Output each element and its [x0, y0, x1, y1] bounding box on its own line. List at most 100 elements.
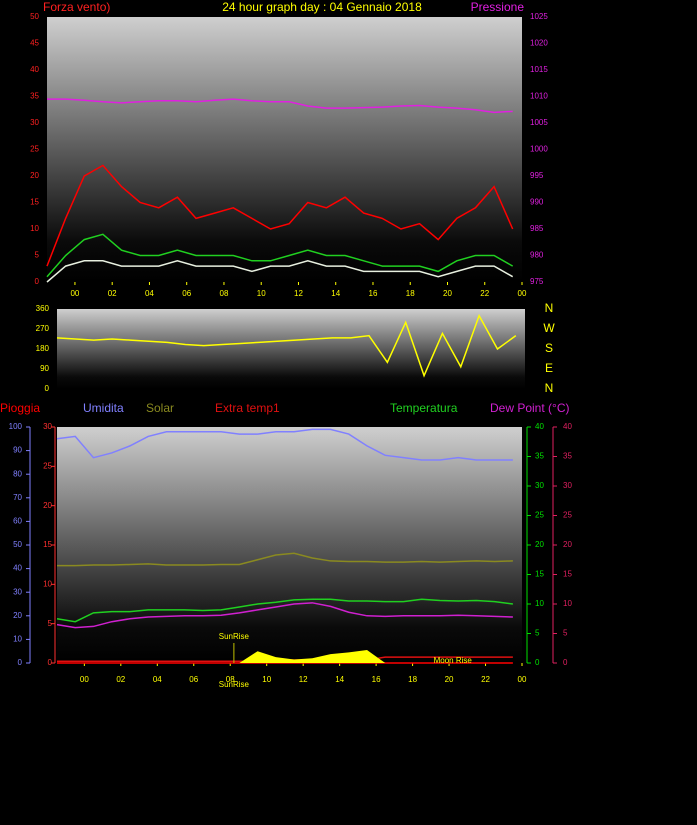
y-tick-label: 1000 [530, 145, 548, 154]
y-tick-label: 50 [13, 540, 22, 549]
series-line [56, 602, 513, 629]
y-tick-label: 5 [535, 629, 540, 638]
y-tick-label: 40 [535, 422, 544, 431]
series-line [57, 552, 513, 567]
y-tick-label: 360 [36, 304, 50, 313]
y-tick-label: 0 [535, 658, 540, 667]
y-tick-label: 20 [30, 171, 39, 180]
y-tick-label: 15 [535, 570, 544, 579]
y-tick-label: 90 [40, 364, 49, 373]
y-tick-label: 20 [13, 611, 22, 620]
y-tick-label: 15 [563, 570, 572, 579]
x-tick-label: 08 [220, 289, 229, 298]
plot-background [47, 17, 522, 282]
x-tick-label: 00 [70, 289, 79, 298]
y-tick-label: 1025 [530, 12, 548, 21]
area [57, 650, 513, 663]
legend-entry: Dew Point (°C) [490, 401, 569, 415]
y-tick-label: S [545, 341, 553, 355]
y-tick-label: 0 [45, 384, 50, 393]
y-tick-label: 0 [563, 658, 568, 667]
y-tick-label: 80 [13, 469, 22, 478]
plot-background [57, 427, 522, 663]
axis-title: Pressione [471, 0, 525, 14]
y-tick-label: 70 [13, 493, 22, 502]
y-tick-label: 25 [43, 461, 52, 470]
y-tick-label: 50 [30, 12, 39, 21]
x-tick-label: 18 [406, 289, 415, 298]
x-tick-label: 22 [480, 289, 489, 298]
y-tick-label: 5 [48, 619, 53, 628]
y-tick-label: 10 [535, 599, 544, 608]
y-tick-label: 990 [530, 198, 544, 207]
x-tick-label: 06 [182, 289, 191, 298]
x-tick-label: 00 [518, 675, 527, 684]
y-tick-label: 35 [30, 92, 39, 101]
y-tick-label: 975 [530, 277, 544, 286]
legend-entry: Umidita [83, 401, 124, 415]
y-tick-label: N [545, 301, 554, 315]
y-tick-label: 180 [36, 344, 50, 353]
x-tick-label: 22 [481, 675, 490, 684]
y-tick-label: 40 [563, 422, 572, 431]
series-line [47, 98, 513, 114]
y-tick-label: 25 [535, 511, 544, 520]
x-tick-label: 04 [153, 675, 162, 684]
y-tick-label: 0 [18, 658, 23, 667]
y-tick-label: 15 [43, 540, 52, 549]
y-tick-label: 30 [43, 422, 52, 431]
x-tick-label: 04 [145, 289, 154, 298]
y-tick-label: 35 [563, 452, 572, 461]
y-tick-label: 45 [30, 39, 39, 48]
y-tick-label: E [545, 361, 553, 375]
y-tick-label: 5 [563, 629, 568, 638]
y-tick-label: 10 [30, 224, 39, 233]
y-tick-label: 60 [13, 517, 22, 526]
series-line [46, 164, 514, 267]
x-tick-label: 12 [299, 675, 308, 684]
x-tick-label: 16 [369, 289, 378, 298]
y-tick-label: 10 [43, 579, 52, 588]
y-tick-label: 40 [30, 65, 39, 74]
chart-title: 24 hour graph day : 04 Gennaio 2018 [222, 0, 422, 14]
y-tick-label: 100 [9, 422, 23, 431]
y-tick-label: 35 [535, 452, 544, 461]
y-tick-label: 5 [35, 251, 40, 260]
x-tick-label: 16 [372, 675, 381, 684]
y-tick-label: 25 [563, 511, 572, 520]
y-tick-label: 30 [30, 118, 39, 127]
y-tick-label: 30 [563, 481, 572, 490]
annotation: SunRise [219, 680, 250, 689]
y-tick-label: 10 [13, 635, 22, 644]
legend-entry: Temperatura [390, 401, 458, 415]
annotation: SunRise [219, 632, 250, 641]
x-tick-label: 02 [116, 675, 125, 684]
x-tick-label: 12 [294, 289, 303, 298]
y-tick-label: 270 [36, 324, 50, 333]
y-tick-label: 0 [35, 277, 40, 286]
x-tick-label: 14 [335, 675, 344, 684]
x-tick-label: 20 [445, 675, 454, 684]
x-tick-label: 06 [189, 675, 198, 684]
series-line [56, 313, 517, 378]
legend-entry: Solar [146, 401, 174, 415]
x-tick-label: 08 [226, 675, 235, 684]
x-tick-label: 10 [257, 289, 266, 298]
y-tick-label: 995 [530, 171, 544, 180]
x-tick-label: 10 [262, 675, 271, 684]
y-tick-label: 90 [13, 446, 22, 455]
y-tick-label: 30 [535, 481, 544, 490]
y-tick-label: 40 [13, 564, 22, 573]
y-tick-label: 20 [43, 501, 52, 510]
y-tick-label: 1020 [530, 39, 548, 48]
y-tick-label: 25 [30, 145, 39, 154]
x-tick-label: 20 [443, 289, 452, 298]
y-tick-label: 15 [30, 198, 39, 207]
y-tick-label: 10 [563, 599, 572, 608]
y-tick-label: 30 [13, 587, 22, 596]
y-tick-label: 980 [530, 251, 544, 260]
y-tick-label: 20 [563, 540, 572, 549]
axis-title: Forza vento) [43, 0, 110, 14]
